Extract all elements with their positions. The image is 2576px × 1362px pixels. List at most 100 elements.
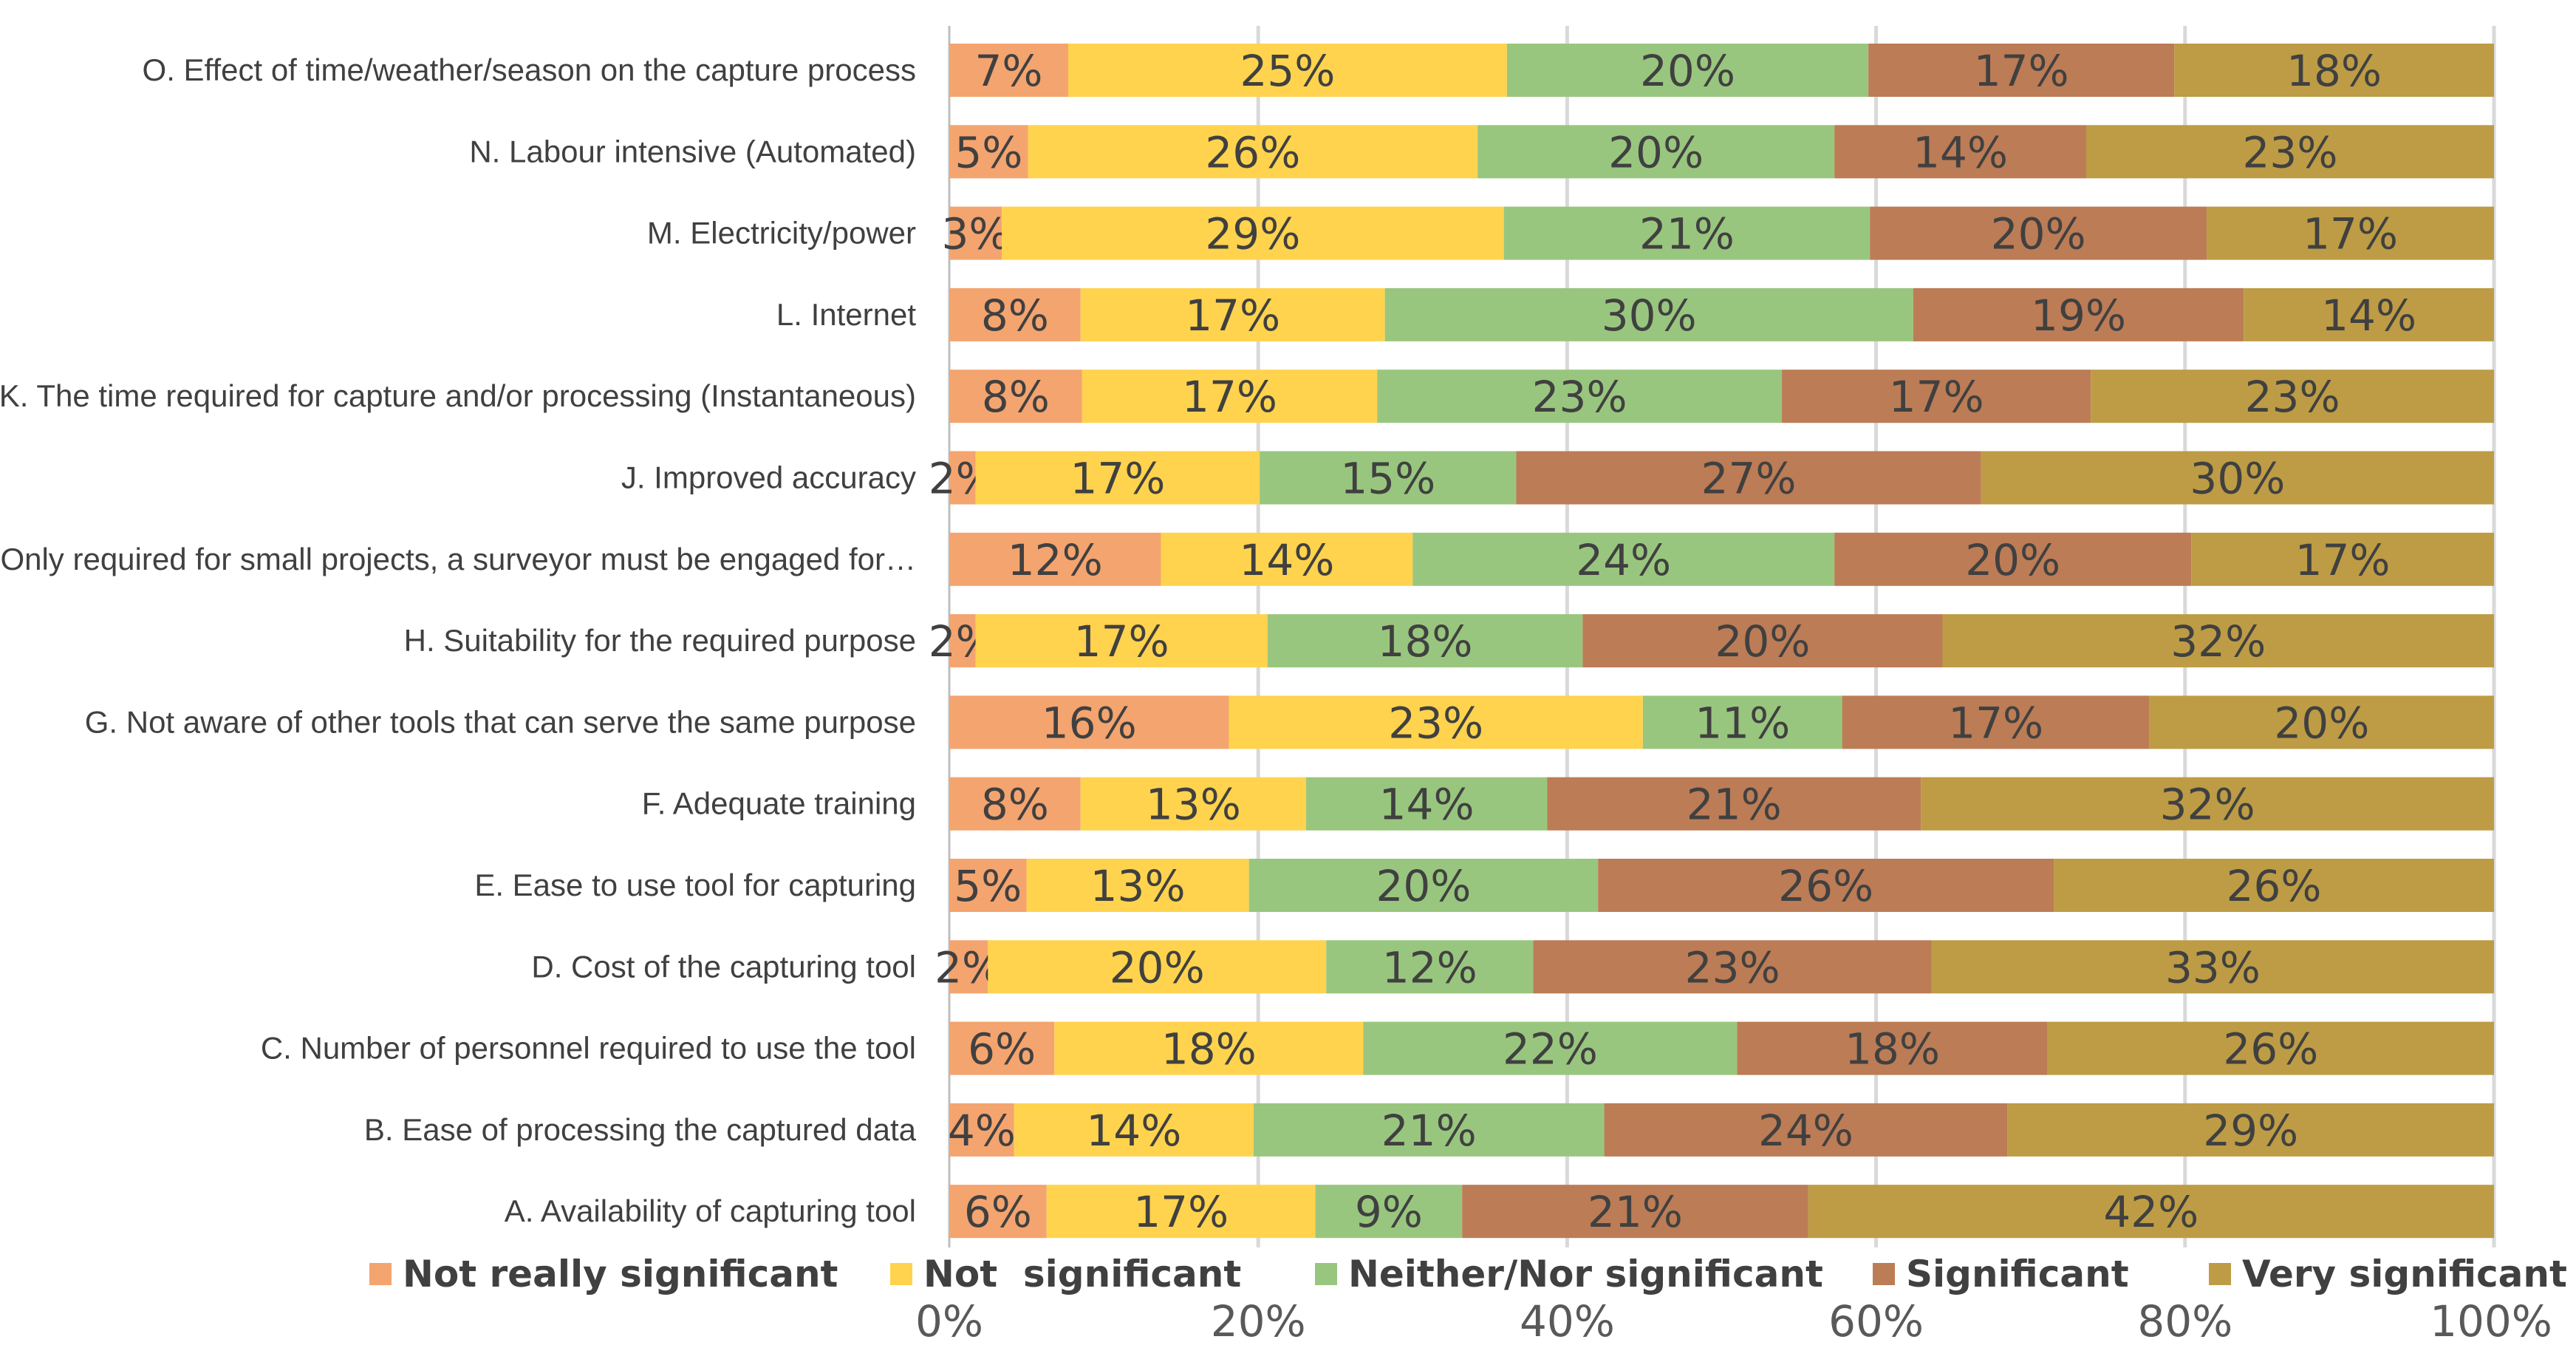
legend: Not really significant Not significant Nei… [369,1253,2567,1295]
bar-segment [975,451,1260,505]
bar-segment [1253,1103,1605,1157]
bar-segment [949,370,1082,423]
bar-segment [1506,44,1869,97]
category-label: C. Number of personnel required to use t… [261,1031,916,1066]
bar-segment [1582,614,1943,668]
bar-value-label: 20% [1640,46,1735,96]
bar-value-label: 12% [1382,942,1477,992]
bar-value-label: 13% [1090,861,1186,911]
bar-segment [2085,125,2494,179]
bar-segment [1026,859,1249,912]
bar-value-label: 30% [2190,454,2285,504]
legend-item: Very significant [2209,1253,2567,1295]
bar-segment [949,695,1229,749]
bar-value-label: 24% [1576,535,1671,585]
bar-segment [1306,777,1548,831]
category-label: J. Improved accuracy [621,460,916,495]
legend-swatch [890,1263,912,1285]
bar-value-label: 23% [1685,942,1780,992]
bar-row: 2% 17% 18% 20% 32% [929,614,2494,668]
bar-row: 3% 29% 21% 20% 17% [942,206,2494,260]
bar-value-label: 24% [1758,1106,1854,1156]
category-label: F. Adequate training [642,786,916,821]
bar-segment [949,206,1002,260]
bar-value-label: 26% [2223,1024,2318,1075]
bar-value-label: 29% [2203,1106,2298,1156]
bar-segment [1080,777,1307,831]
bar-row: 16% 23% 11% 17% 20% [949,695,2494,749]
category-label: G. Not aware of other tools that can ser… [85,704,916,739]
bar-value-label: 20% [2274,698,2369,748]
bar-value-label: 8% [981,290,1049,341]
bar-value-label: 26% [1205,127,1300,177]
bar-segment [1477,125,1835,179]
bar-value-label: 23% [1388,698,1483,748]
bar-segment [1229,695,1643,749]
bar-value-label: 29% [1205,209,1300,259]
category-label: H. Suitability for the required purpose [404,623,916,658]
bar-value-label: 20% [1608,127,1704,177]
bar-segment [2149,695,2494,749]
bar-segment [949,1021,1055,1075]
bar-row: 2% 17% 15% 27% 30% [929,451,2494,505]
bar-row: 4% 14% 21% 24% 29% [948,1103,2494,1157]
legend-item: Not really significant [369,1253,838,1295]
legend-item: Significant [1873,1253,2129,1295]
bar-segment [949,532,1161,586]
category-label: L. Internet [776,297,916,332]
bar-segment [1161,532,1413,586]
bar-value-label: 5% [954,861,1022,911]
bar-segment [949,614,976,668]
bar-segment [1384,287,1913,341]
bar-segment [1737,1021,2048,1075]
bar-value-label: 42% [2103,1187,2199,1237]
category-label: N. Labour intensive (Automated) [469,134,916,168]
bar-row: 7% 25% 20% 17% 18% [949,44,2494,97]
bar-segment [1326,940,1534,994]
legend-label: Significant [1906,1253,2129,1295]
bar-row: 5% 26% 20% 14% 23% [949,125,2494,179]
legend-swatch [369,1263,392,1285]
bar-segment [1503,206,1870,260]
bar-segment [1014,1103,1254,1157]
bar-segment [949,451,976,505]
bar-value-label: 17% [1182,372,1277,422]
legend-label: Neither/Nor significant [1348,1253,1823,1295]
bar-value-label: 30% [1602,290,1697,341]
bar-segment [1921,777,2494,831]
bar-value-label: 26% [2227,861,2322,911]
bar-segment [2207,206,2494,260]
bar-segment [949,1103,1014,1157]
bar-segment [1260,451,1517,505]
bar-value-label: 17% [1185,290,1280,341]
bar-segment [949,777,1081,831]
category-label: D. Cost of the capturing tool [531,949,916,984]
bar-segment [2091,370,2494,423]
bar-value-label: 6% [968,1024,1036,1075]
bar-segment [949,1185,1047,1239]
bar-value-label: 6% [964,1187,1032,1237]
bar-segment [1054,1021,1364,1075]
bar-segment [2244,287,2494,341]
bar-value-label: 14% [1913,127,2008,177]
bar-segment [1412,532,1835,586]
bar-value-label: 17% [1074,616,1169,667]
bar-segment [1782,370,2091,423]
bar-row: 5% 13% 20% 26% 26% [949,859,2494,912]
bar-segment [1267,614,1583,668]
bar-value-label: 14% [2321,290,2416,341]
bar-segment [1363,1021,1738,1075]
bar-segment [1082,370,1378,423]
bar-value-label: 20% [1110,942,1205,992]
bar-value-label: 13% [1146,780,1241,830]
bar-value-label: 16% [1042,698,1137,748]
bar-segment [1377,370,1783,423]
bar-segment [1080,287,1385,341]
bar-value-label: 17% [1889,372,1984,422]
bar-value-label: 14% [1239,535,1334,585]
x-axis-ticks: 0% 20% 40% 60% 80% 100% [915,1296,2552,1346]
bar-value-label: 19% [2031,290,2126,341]
x-tick-label: 20% [1211,1296,1306,1346]
bar-value-label: 11% [1695,698,1790,748]
